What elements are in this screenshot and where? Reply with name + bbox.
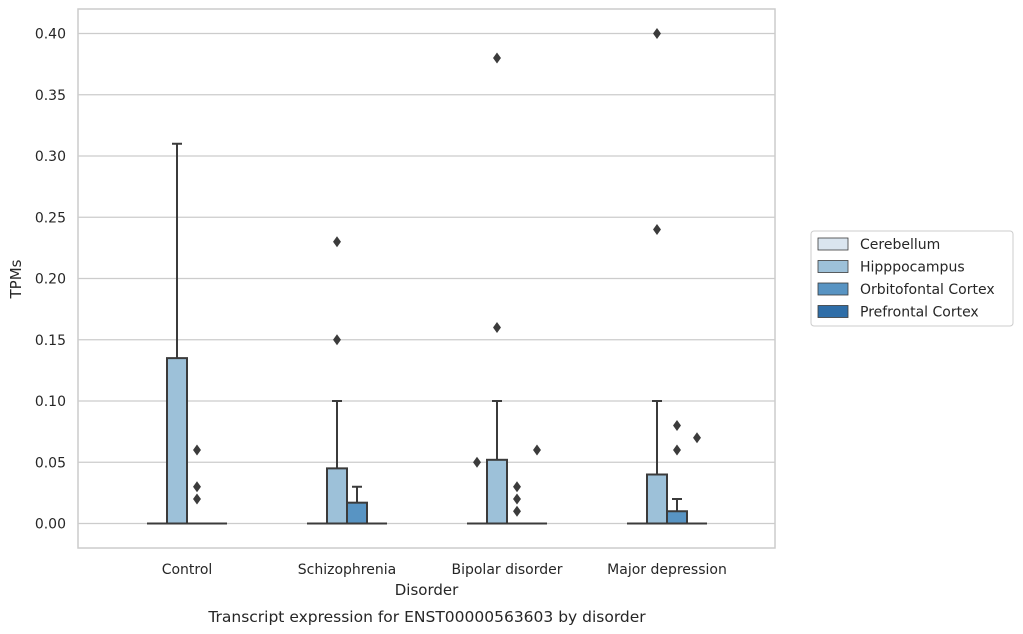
outlier-point — [513, 493, 521, 505]
y-axis-ticks: 0.00 0.05 0.10 0.15 0.20 0.25 0.30 0.35 0.40 — [35, 27, 66, 533]
x-axis-ticks: Control Schizophrenia Bipolar disorder Majo… — [162, 562, 727, 578]
legend-label: Hipppocampus — [860, 260, 965, 276]
box — [166, 357, 188, 525]
outlier-point — [493, 52, 501, 64]
y-tick-label: 0.00 — [35, 517, 66, 533]
legend-label: Cerebellum — [860, 237, 940, 253]
plot-frame — [77, 8, 776, 549]
outlier-point — [193, 444, 201, 456]
outlier-point — [333, 236, 341, 248]
y-tick-label: 0.40 — [35, 27, 66, 43]
outlier-point — [533, 444, 541, 456]
box — [326, 467, 348, 525]
outlier-point — [653, 223, 661, 236]
legend-frame — [810, 230, 1014, 327]
x-tick-label: Major depression — [607, 562, 727, 578]
x-axis-label: Disorder — [395, 581, 459, 599]
outlier-point — [693, 432, 701, 444]
outlier-point — [193, 493, 201, 505]
box — [346, 501, 368, 525]
outlier-point — [673, 444, 681, 456]
y-tick-label: 0.15 — [35, 333, 66, 349]
y-axis-label: TPMs — [7, 259, 25, 299]
box — [486, 458, 508, 525]
legend: Cerebellum Hipppocampus Orbitofontal Corte… — [810, 230, 1014, 327]
y-tick-label: 0.35 — [35, 88, 66, 104]
x-tick-label: Bipolar disorder — [451, 562, 562, 578]
outlier-point — [513, 505, 521, 517]
outlier-point — [513, 481, 521, 493]
box — [646, 473, 668, 525]
outlier-point — [493, 321, 501, 334]
x-tick-label: Schizophrenia — [298, 562, 396, 578]
y-tick-label: 0.25 — [35, 210, 66, 226]
x-tick-label: Control — [162, 562, 213, 578]
legend-swatch — [817, 282, 849, 296]
legend-label: Prefrontal Cortex — [860, 305, 979, 321]
chart-caption: Transcript expression for ENST0000056360… — [207, 608, 646, 626]
box-elements — [147, 27, 707, 525]
legend-swatch — [817, 305, 849, 318]
outlier-point — [473, 456, 481, 468]
outlier-point — [653, 27, 661, 40]
y-tick-label: 0.30 — [35, 149, 66, 165]
outlier-point — [333, 334, 341, 346]
y-tick-label: 0.10 — [35, 394, 66, 410]
box — [666, 510, 688, 525]
legend-swatch — [817, 237, 849, 251]
legend-label: Orbitofontal Cortex — [860, 282, 995, 298]
y-tick-label: 0.20 — [35, 272, 66, 288]
outlier-point — [673, 419, 681, 432]
legend-swatch — [817, 260, 849, 273]
y-tick-label: 0.05 — [35, 455, 66, 471]
outlier-point — [193, 481, 201, 493]
